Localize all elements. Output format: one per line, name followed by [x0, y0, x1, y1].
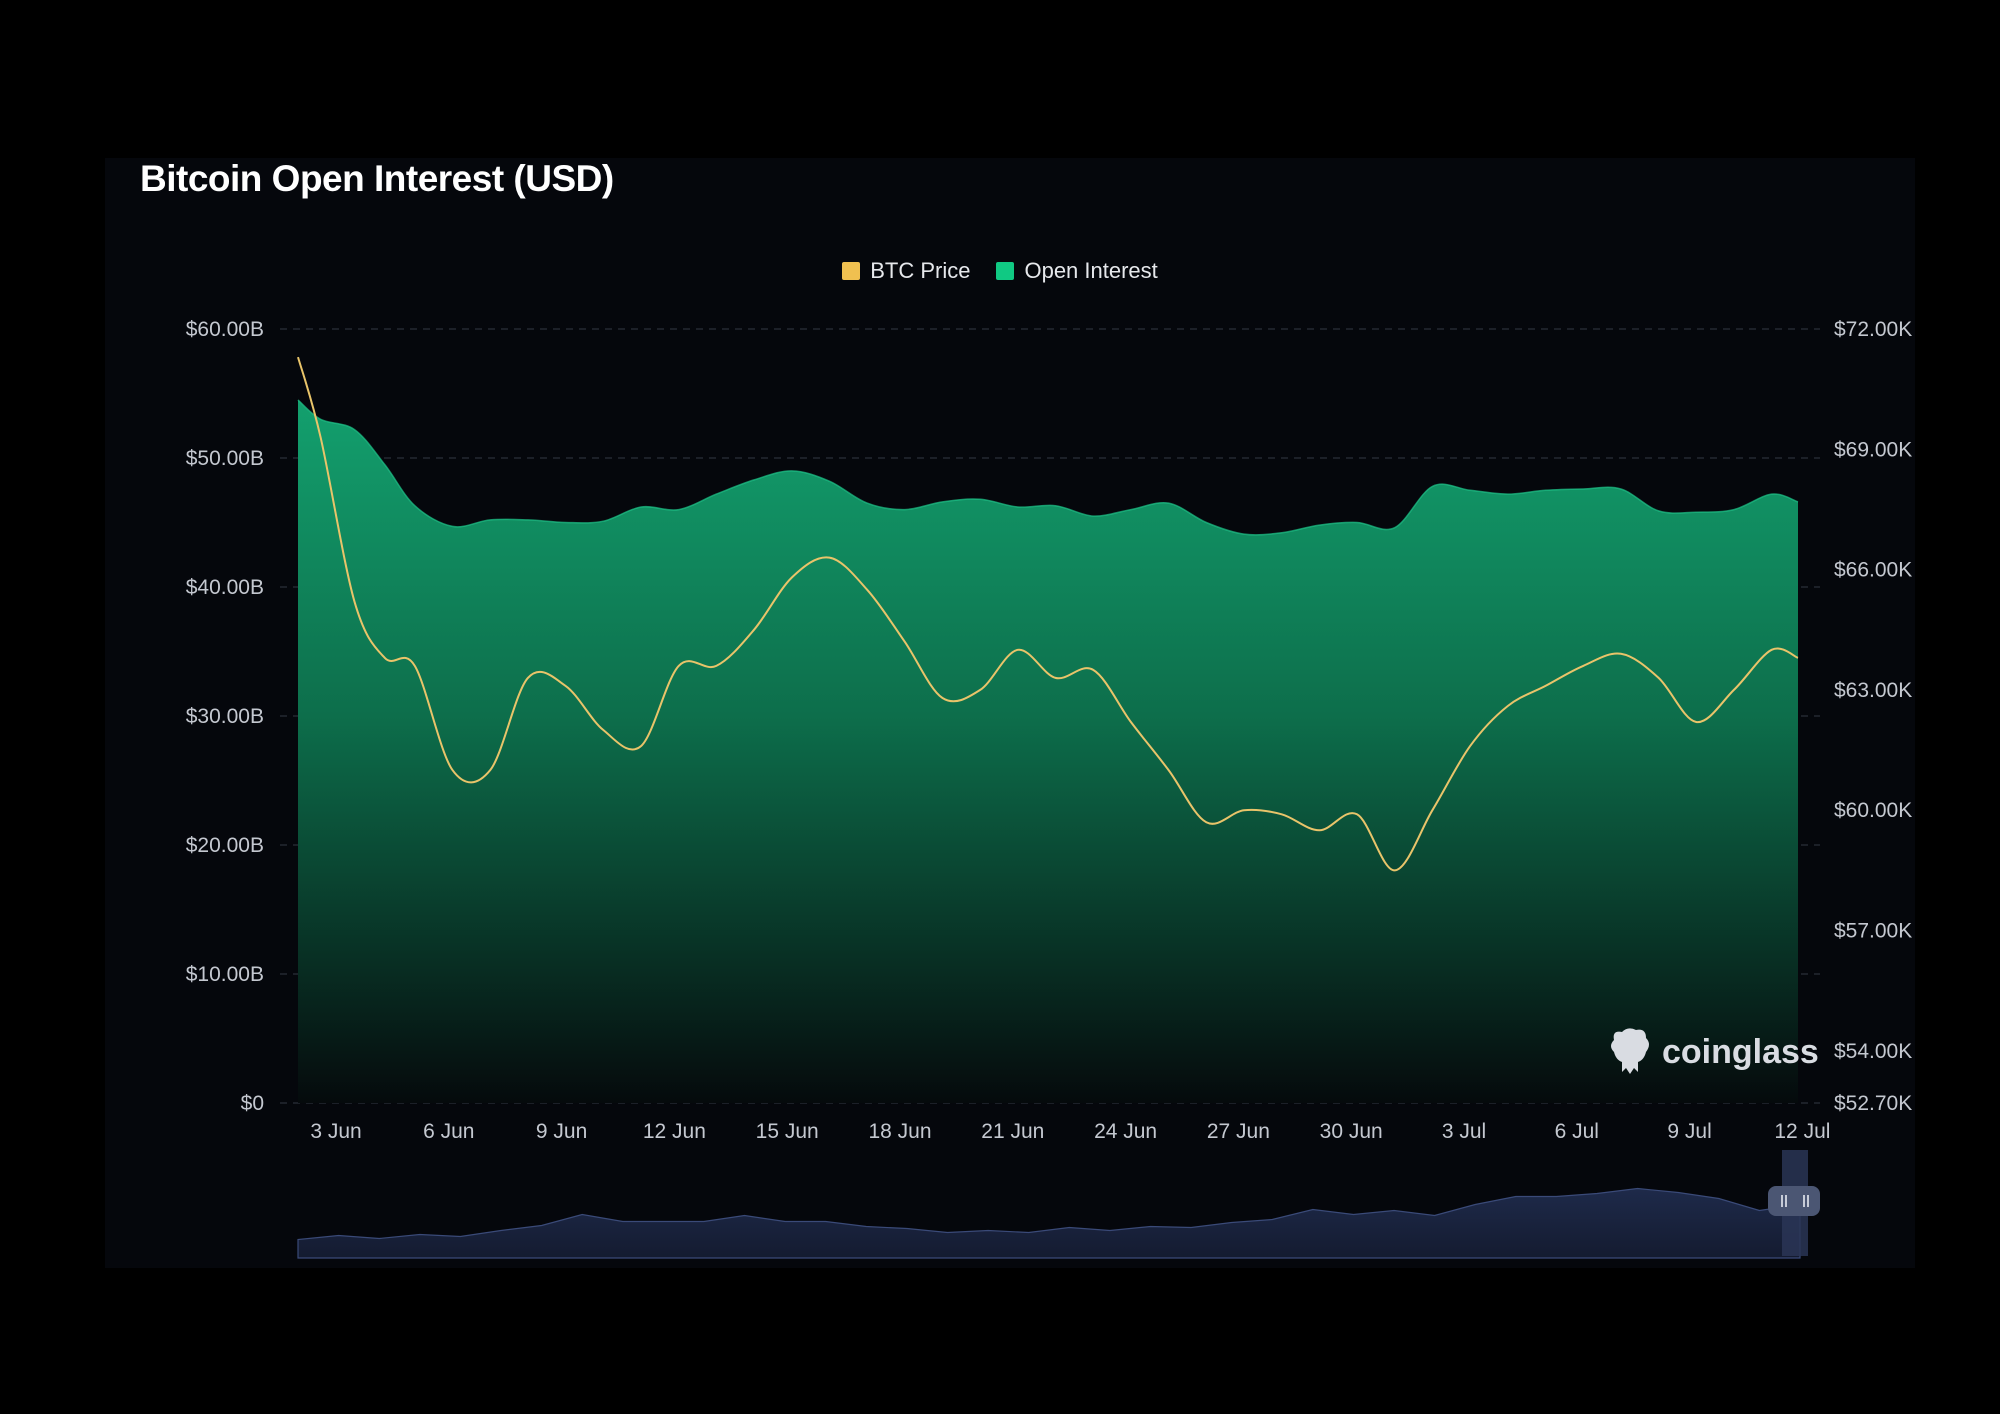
x-axis-tick-label: 9 Jul — [1667, 1120, 1711, 1143]
x-axis: 3 Jun 6 Jun 9 Jun 12 Jun 15 Jun 18 Jun 21 Jun 2… — [310, 1120, 1830, 1143]
left-axis-tick-label: $0 — [241, 1092, 264, 1115]
right-axis-tick-label: $54.00K — [1834, 1040, 1912, 1063]
right-axis-tick-label: $69.00K — [1834, 438, 1912, 461]
navigator-handle[interactable] — [1768, 1186, 1820, 1216]
right-axis-tick-label: $57.00K — [1834, 920, 1912, 943]
left-axis-tick-label: $30.00B — [186, 705, 264, 728]
open-interest-line — [297, 399, 1799, 536]
x-axis-tick-label: 12 Jun — [643, 1120, 706, 1143]
range-navigator[interactable] — [297, 1150, 1820, 1259]
x-axis-tick-label: 30 Jun — [1320, 1120, 1383, 1143]
legend-swatch-open-interest — [996, 262, 1015, 280]
btc-price-line — [297, 356, 1799, 872]
right-axis-tick-label: $66.00K — [1834, 559, 1912, 582]
left-axis-tick-label: $10.00B — [186, 963, 264, 986]
x-axis-tick-label: 9 Jun — [536, 1120, 587, 1143]
left-axis-tick-label: $20.00B — [186, 834, 264, 857]
x-axis-tick-label: 12 Jul — [1774, 1120, 1830, 1143]
x-axis-tick-label: 3 Jun — [310, 1120, 361, 1143]
x-axis-tick-label: 15 Jun — [756, 1120, 819, 1143]
legend-label-open-interest: Open Interest — [1024, 258, 1158, 283]
x-axis-tick-label: 6 Jun — [423, 1120, 474, 1143]
right-axis-tick-label: $72.00K — [1834, 318, 1912, 341]
legend-item-btc-price[interactable]: BTC Price — [842, 258, 970, 284]
watermark-text: coinglass — [1662, 1032, 1819, 1071]
left-axis-tick-label: $60.00B — [186, 318, 264, 341]
right-axis-tick-label: $60.00K — [1834, 799, 1912, 822]
left-axis-tick-label: $50.00B — [186, 447, 264, 470]
chart-title: Bitcoin Open Interest (USD) — [140, 158, 614, 199]
left-axis: $0 $10.00B $20.00B $30.00B $40.00B $50.00B $60… — [186, 318, 264, 1115]
legend-item-open-interest[interactable]: Open Interest — [996, 258, 1158, 284]
x-axis-tick-label: 27 Jun — [1207, 1120, 1270, 1143]
right-axis-tick-label: $63.00K — [1834, 679, 1912, 702]
open-interest-series — [297, 399, 1799, 1103]
open-interest-area — [298, 400, 1798, 1103]
x-axis-tick-label: 3 Jul — [1442, 1120, 1486, 1143]
right-axis-tick-label: $52.70K — [1834, 1092, 1912, 1115]
legend-label-btc-price: BTC Price — [870, 258, 971, 283]
btc-price-series — [297, 356, 1799, 872]
x-axis-tick-label: 6 Jul — [1555, 1120, 1599, 1143]
left-axis-tick-label: $40.00B — [186, 576, 264, 599]
legend: BTC Price Open Interest — [0, 258, 2000, 284]
legend-swatch-btc-price — [842, 262, 861, 280]
x-axis-tick-label: 24 Jun — [1094, 1120, 1157, 1143]
x-axis-tick-label: 18 Jun — [868, 1120, 931, 1143]
x-axis-tick-label: 21 Jun — [981, 1120, 1044, 1143]
coinglass-watermark: coinglass — [1608, 1026, 1819, 1078]
coinglass-logo-icon — [1611, 1028, 1649, 1074]
navigator-area — [297, 1187, 1801, 1259]
right-axis: $52.70K $54.00K $57.00K $60.00K $63.00K $66.0… — [1834, 318, 1912, 1115]
